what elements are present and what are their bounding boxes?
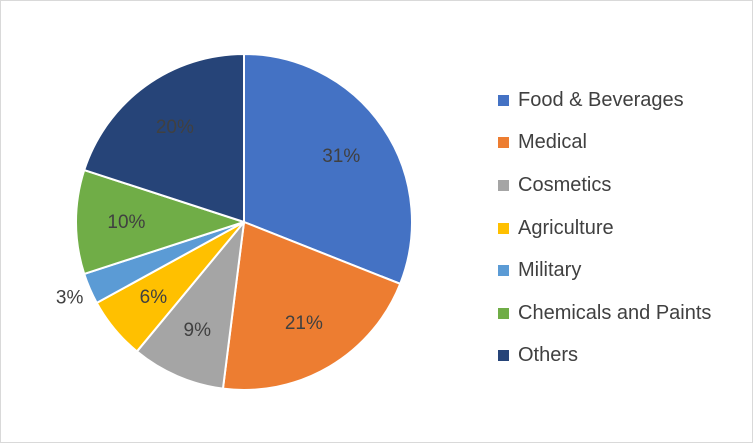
legend-swatch-4 [498,265,509,277]
legend-item-2: Cosmetics [498,164,711,207]
pie-slice-6 [83,53,245,223]
legend-swatch-5 [498,307,509,319]
data-label-2: 9% [184,320,212,341]
pie-chart: 31% 21% 9% 6% 3% 10% 20% [56,53,413,391]
data-label-4: 3% [56,287,84,308]
legend-label-4: Military [518,259,582,282]
legend-item-4: Military [498,249,711,292]
data-label-1: 21% [285,313,323,334]
legend-item-3: Agriculture [498,207,711,250]
legend-label-6: Others [518,344,579,367]
legend-label-1: Medical [518,131,587,154]
data-label-3: 6% [140,287,168,308]
legend-item-5: Chemicals and Paints [498,292,711,335]
legend-label-2: Cosmetics [518,173,612,196]
chart-legend: Food & Beverages Medical Cosmetics Agricult… [498,79,711,377]
legend-label-3: Agriculture [518,216,614,239]
legend-item-1: Medical [498,122,711,165]
legend-swatch-0 [498,94,509,106]
legend-item-0: Food & Beverages [498,79,711,122]
legend-label-0: Food & Beverages [518,88,684,111]
pie-slice-0 [243,53,413,285]
pie-slice-2 [135,221,245,390]
pie-slice-5 [75,169,245,275]
legend-swatch-3 [498,222,509,234]
pie-slice-1 [221,221,402,391]
legend-swatch-6 [498,350,509,362]
legend-swatch-2 [498,179,509,191]
data-label-0: 31% [322,146,360,167]
legend-label-5: Chemicals and Paints [518,301,712,324]
data-label-5: 10% [107,212,145,233]
data-label-6: 20% [156,117,194,138]
legend-item-6: Others [498,335,711,378]
legend-swatch-1 [498,137,509,149]
